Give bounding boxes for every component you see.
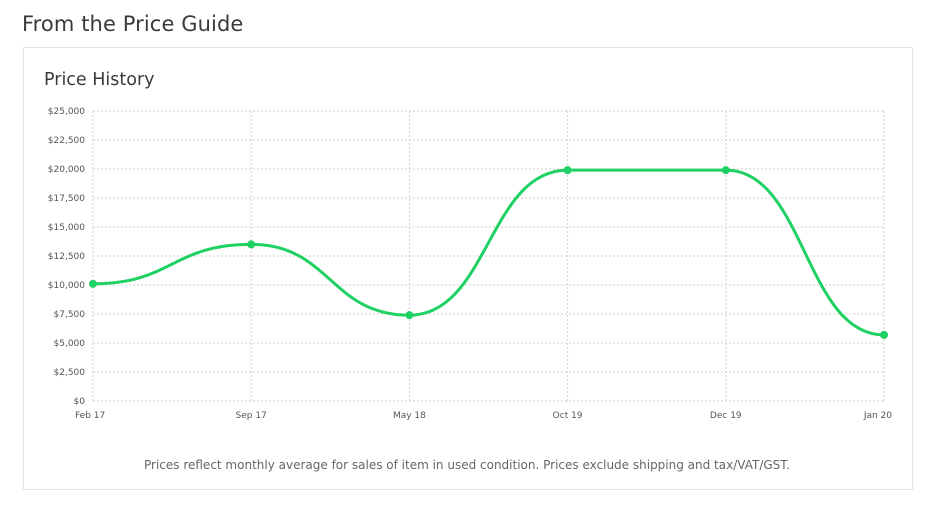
data-point[interactable] [880, 330, 888, 339]
y-tick-label: $7,500 [54, 310, 86, 320]
y-tick-label: $0 [74, 397, 86, 407]
data-point[interactable] [405, 311, 414, 320]
data-point[interactable] [89, 279, 97, 288]
x-tick-label: May 18 [393, 411, 426, 421]
x-tick-label: Jan 20 [863, 411, 892, 421]
y-tick-label: $22,500 [48, 136, 85, 146]
x-tick-label: Sep 17 [236, 411, 267, 421]
series-line [92, 168, 885, 337]
axis-labels: $0 $2,500 $5,000 $7,500 $10,000 $12,500 $15,00… [48, 107, 892, 421]
data-points [89, 166, 888, 339]
x-tick-label: Feb 17 [75, 411, 105, 421]
y-tick-label: $10,000 [48, 281, 85, 291]
y-tick-label: $20,000 [48, 165, 85, 175]
chart-title: Price History [44, 70, 155, 90]
x-tick-label: Oct 19 [553, 411, 583, 421]
y-tick-label: $15,000 [48, 223, 85, 233]
y-tick-label: $5,000 [54, 339, 86, 349]
y-tick-label: $12,500 [48, 252, 85, 262]
data-point[interactable] [721, 166, 730, 175]
price-history-card: Price History [23, 47, 913, 490]
section-title: From the Price Guide [22, 12, 244, 36]
data-point[interactable] [563, 166, 572, 175]
grid-layer [92, 110, 885, 402]
y-tick-label: $25,000 [48, 107, 85, 117]
y-tick-label: $17,500 [48, 194, 85, 204]
price-footnote: Prices reflect monthly average for sales… [143, 458, 790, 472]
data-point[interactable] [247, 240, 256, 249]
x-tick-label: Dec 19 [710, 411, 742, 421]
y-tick-label: $2,500 [54, 368, 86, 378]
